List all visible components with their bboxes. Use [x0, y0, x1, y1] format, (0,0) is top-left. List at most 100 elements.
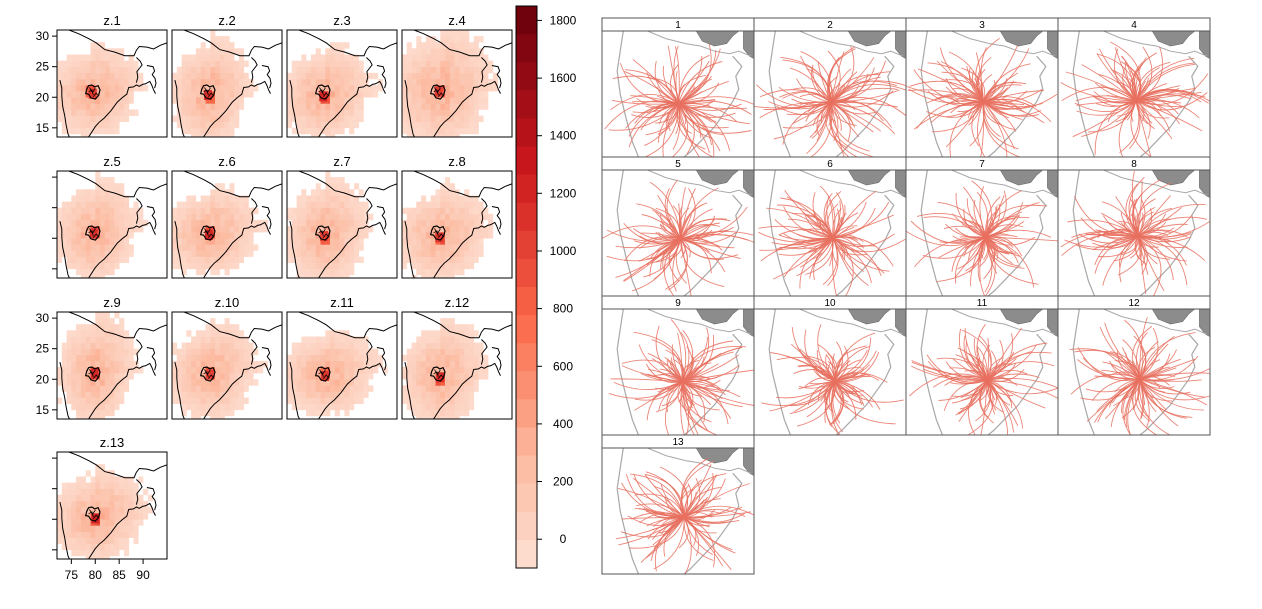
trajectory	[658, 516, 685, 543]
heatmap-cell	[440, 262, 446, 270]
heatmap-cell	[464, 213, 470, 221]
heatmap-cell	[114, 354, 120, 362]
heatmap-cell	[100, 476, 106, 483]
heatmap-cell	[306, 391, 312, 398]
heatmap-cell	[358, 367, 364, 374]
heatmap-cell	[181, 85, 187, 92]
land-mass	[1047, 31, 1058, 60]
heatmap-cell	[215, 373, 221, 380]
heatmap-cell	[377, 85, 383, 92]
heatmap-cell	[100, 464, 106, 471]
heatmap-cell	[210, 379, 216, 386]
heatmap-cell	[363, 342, 369, 350]
heatmap-cell	[473, 103, 479, 110]
heatmap-cell	[181, 268, 187, 276]
heatmap-cell	[291, 342, 297, 350]
heatmap-cell	[459, 213, 465, 221]
heatmap-cell	[186, 256, 192, 264]
heatmap-cell	[85, 379, 91, 386]
heatmap-cell	[459, 268, 465, 276]
heatmap-cell	[334, 348, 340, 356]
trajectory	[1104, 322, 1141, 380]
heatmap-cell	[411, 262, 417, 270]
heatmap-cell	[224, 121, 230, 129]
heatmap-cell	[219, 409, 225, 417]
heatmap-cell	[402, 391, 408, 398]
trajectory-panel: 8	[1057, 156, 1211, 297]
trajectory-bundle	[1060, 171, 1210, 296]
trajectory	[683, 475, 717, 518]
heatmap-cell	[90, 379, 96, 386]
heatmap-cell	[195, 397, 201, 405]
heatmap-cell	[373, 360, 379, 368]
heatmap-cell	[76, 238, 82, 245]
heatmap-cell	[219, 226, 225, 233]
heatmap-cell	[339, 97, 345, 104]
trajectory	[678, 103, 729, 129]
heatmap-cell	[258, 219, 264, 227]
heatmap-cell	[76, 415, 82, 419]
heatmap-cell	[483, 213, 489, 221]
heatmap-cell	[435, 360, 441, 368]
heatmap-cell	[114, 91, 120, 98]
heatmap-cell	[143, 85, 149, 92]
heatmap-cell	[402, 367, 408, 374]
heatmap-cell	[349, 385, 355, 392]
heatmap-cell	[57, 78, 63, 86]
heatmap-cell	[473, 250, 479, 257]
heatmap-cell	[411, 97, 417, 104]
trajectory	[623, 223, 681, 244]
heatmap-cell	[200, 336, 206, 343]
heatmap-cell	[210, 213, 216, 221]
heatmap-cell	[80, 127, 86, 135]
trajectory	[682, 327, 710, 383]
heatmap-cell	[411, 373, 417, 380]
heatmap-cell	[248, 367, 254, 374]
heatmap-cell	[406, 403, 412, 411]
heatmap-cell	[71, 66, 77, 74]
heatmap-cell	[325, 409, 331, 417]
heatmap-cell	[354, 207, 360, 215]
heatmap-cell	[464, 91, 470, 98]
heatmap-cell	[454, 121, 460, 129]
heatmap-cell	[229, 219, 235, 227]
trajectory	[1139, 358, 1196, 380]
heatmap-cell	[425, 415, 431, 419]
east-coastline	[433, 362, 501, 419]
heatmap-cell	[114, 500, 120, 508]
heatmap-cell	[469, 48, 475, 55]
trajectory	[1139, 327, 1159, 380]
heatmap-cell	[186, 226, 192, 233]
heatmap-cell	[425, 115, 431, 123]
heatmap-cell	[100, 500, 106, 508]
heatmap-panel: z.2	[171, 13, 283, 138]
heatmap-cell	[325, 85, 331, 92]
trajectory	[667, 45, 680, 104]
trajectory	[923, 216, 986, 238]
trajectory	[830, 97, 906, 117]
trajectory	[1135, 100, 1152, 157]
north-border	[799, 170, 904, 196]
trajectory	[624, 70, 679, 104]
heatmap-cell	[95, 72, 101, 80]
heatmap-cell	[104, 103, 110, 110]
heatmap-cell	[114, 262, 120, 270]
heatmap-cell	[229, 213, 235, 221]
heatmap-cell	[205, 238, 211, 245]
heatmap-cell	[402, 262, 408, 270]
trajectory	[655, 211, 681, 240]
heatmap-panel: z.5	[52, 154, 168, 279]
heatmap-cell	[473, 219, 479, 227]
heatmap-cell	[85, 72, 91, 80]
heatmap-cell	[80, 133, 86, 137]
trajectory	[1122, 378, 1141, 435]
heatmap-cell	[109, 85, 115, 92]
x-tick-label: 80	[89, 568, 103, 582]
trajectory	[612, 75, 680, 104]
heatmap-cell	[363, 201, 369, 209]
east-coastline	[1139, 194, 1199, 296]
heatmap-cell	[287, 78, 293, 86]
heatmap-cell	[243, 91, 249, 98]
trajectory	[800, 50, 833, 103]
heatmap-cell	[306, 397, 312, 405]
